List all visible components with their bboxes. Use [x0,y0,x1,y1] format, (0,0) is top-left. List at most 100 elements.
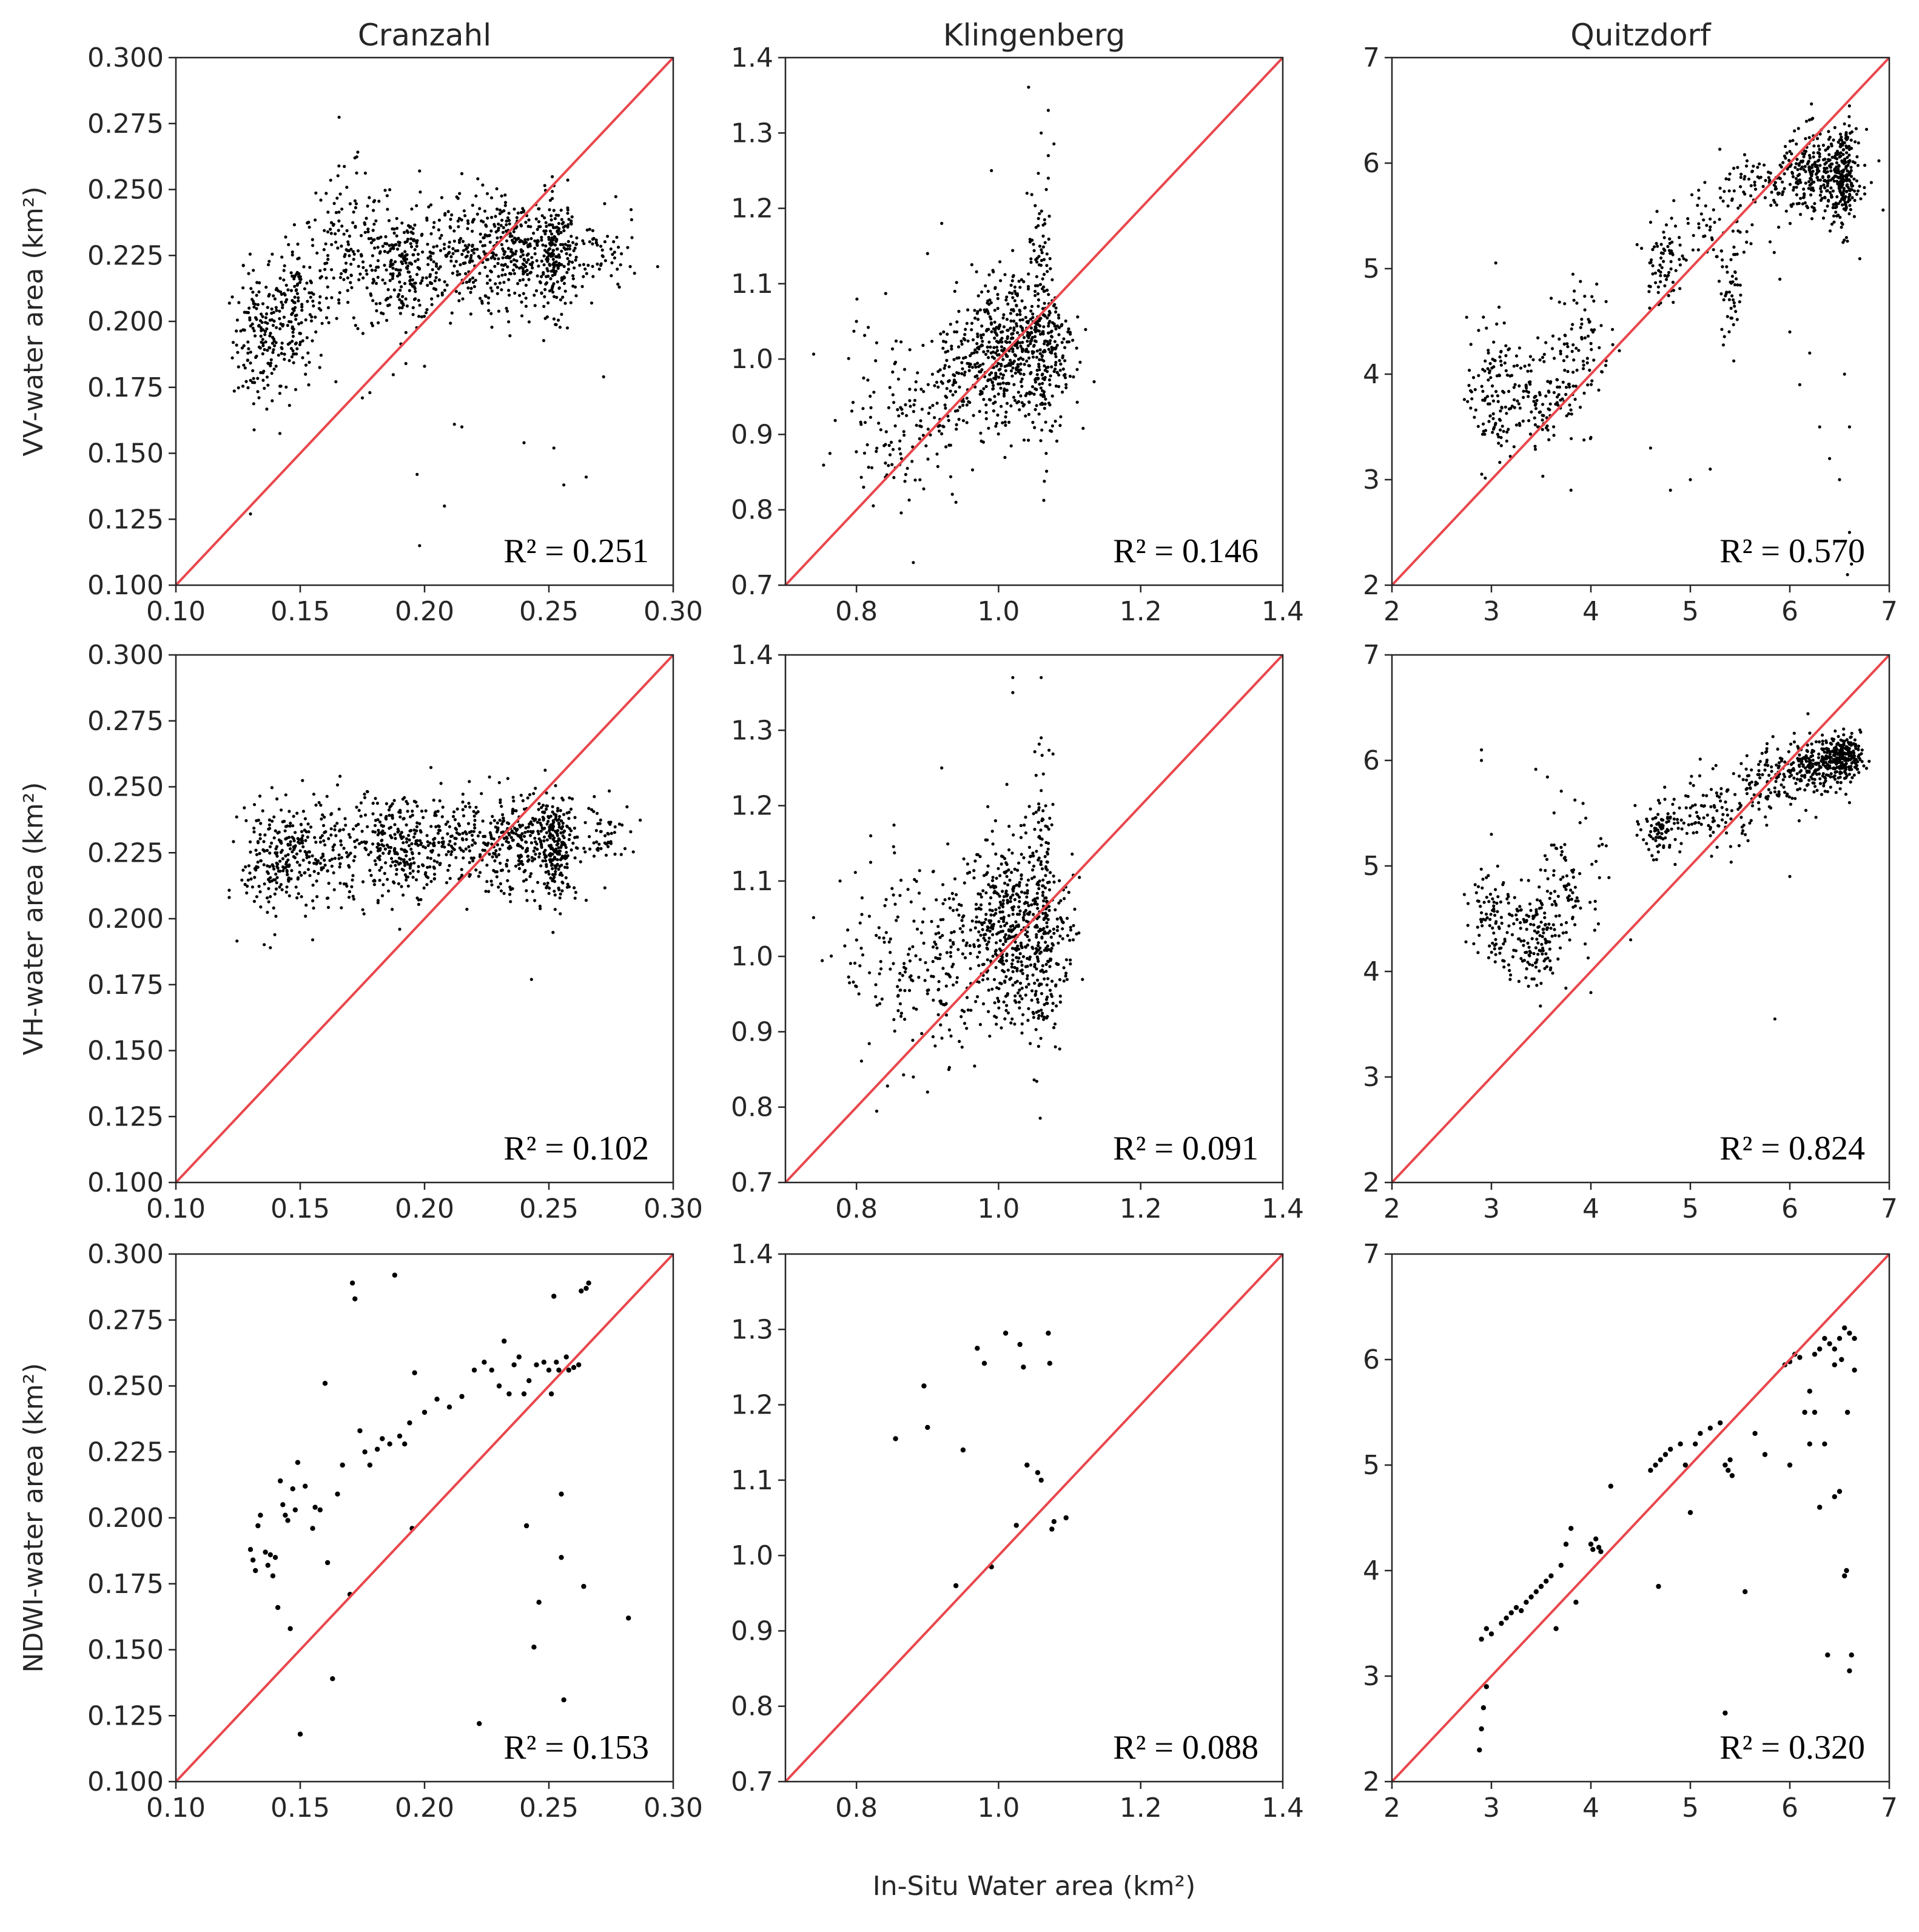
data-point [338,276,343,280]
data-point [567,810,571,814]
data-point [1731,229,1735,233]
data-point [1011,366,1015,370]
data-point [1552,391,1556,394]
data-point [282,292,286,295]
data-point [1684,258,1688,262]
data-point [1010,279,1014,283]
data-point [1670,249,1673,253]
data-point [289,289,293,292]
data-point [548,208,551,212]
data-point [855,320,858,323]
data-point [562,229,566,232]
data-point [312,793,316,796]
data-point [243,366,247,370]
data-point [537,207,541,210]
data-point [559,831,563,834]
data-point [346,249,349,252]
data-point [437,853,441,857]
data-point [381,844,386,848]
data-point [943,364,947,367]
data-point [264,340,267,344]
data-point [494,253,498,257]
data-point [1804,119,1809,123]
data-point [552,446,556,450]
data-point [1818,193,1822,197]
data-point [325,794,329,798]
data-point [418,829,422,833]
data-point [1041,377,1045,380]
data-point [559,912,562,916]
data-point [581,239,585,243]
data-point [434,262,439,266]
data-point [870,466,874,469]
data-point [1840,135,1843,139]
data-point [270,879,274,883]
data-point [1057,326,1061,329]
data-point [993,330,997,334]
data-point [286,343,290,346]
data-point [544,859,548,863]
data-point [409,862,413,866]
data-point [1046,109,1050,112]
data-point [485,192,489,195]
data-point [549,860,553,864]
data-point [996,297,1000,300]
data-point [464,255,468,259]
data-point [275,876,279,879]
data-point [457,299,461,303]
data-point [370,269,374,272]
data-point [556,858,559,862]
data-point [878,1002,882,1005]
data-point [998,382,1002,386]
data-point [1732,298,1735,302]
data-point [383,189,387,192]
data-point [324,242,328,246]
data-point [247,347,250,351]
data-point [1046,176,1050,180]
data-point [1600,370,1604,374]
data-point [557,229,560,232]
data-point [492,819,496,822]
data-point [493,257,497,261]
data-point [468,805,472,809]
data-point [522,292,525,295]
data-point [472,218,476,221]
data-point [548,887,551,890]
data-point [360,830,364,833]
data-point [324,297,328,300]
data-point [408,838,411,842]
data-point [976,955,980,959]
data-point [507,278,511,281]
x-tick-label: 0.20 [395,596,454,627]
data-point [274,306,278,309]
data-point [1050,365,1054,369]
data-point [1023,363,1026,366]
data-point [1019,344,1023,348]
data-point [385,802,389,805]
data-point [471,838,475,842]
data-point [434,287,438,291]
data-point [930,372,934,376]
data-point [1004,369,1007,372]
data-point [992,409,995,413]
data-point [562,841,566,845]
data-point [531,830,535,833]
data-point [1570,349,1574,354]
data-point [1490,394,1494,398]
data-point [1013,299,1017,303]
data-point [549,847,553,850]
data-point [453,836,457,840]
data-point [271,819,274,823]
data-point [1027,336,1030,340]
data-point [534,787,537,790]
data-point [256,390,260,394]
data-point [1825,166,1829,170]
data-point [976,892,980,896]
data-point [555,295,559,299]
data-point [409,245,414,249]
data-point [508,293,511,297]
data-point [413,223,417,227]
data-point [951,383,955,387]
data-point [294,387,298,392]
y-tick-label: 0.225 [87,240,164,271]
